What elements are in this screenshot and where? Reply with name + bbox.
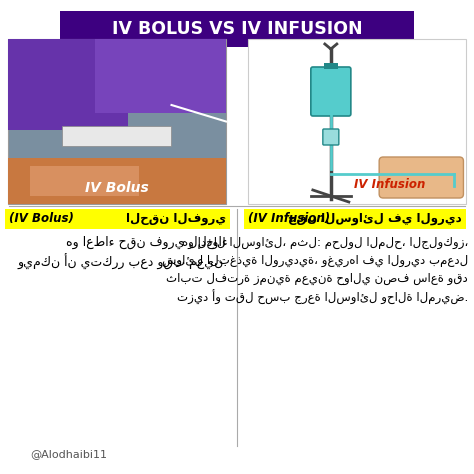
FancyBboxPatch shape bbox=[8, 39, 226, 204]
Text: هو اعطاء حقن فوري للدواء: هو اعطاء حقن فوري للدواء bbox=[66, 236, 228, 249]
Text: @Alodhaibi11: @Alodhaibi11 bbox=[30, 449, 107, 459]
FancyBboxPatch shape bbox=[5, 209, 230, 229]
Text: IV Infusion: IV Infusion bbox=[354, 178, 425, 191]
Text: IV BOLUS VS IV INFUSION: IV BOLUS VS IV INFUSION bbox=[112, 20, 362, 38]
Text: IV Bolus: IV Bolus bbox=[85, 181, 149, 194]
FancyBboxPatch shape bbox=[244, 209, 466, 229]
FancyBboxPatch shape bbox=[95, 39, 226, 113]
Text: الحقن الفوري: الحقن الفوري bbox=[126, 211, 226, 225]
FancyBboxPatch shape bbox=[323, 129, 339, 145]
Text: ويمكن أن يتكرر بعد وقت معين.: ويمكن أن يتكرر بعد وقت معين. bbox=[18, 254, 228, 270]
Text: تزيد أو تقل حسب جرعة السوائل وحالة المريض.: تزيد أو تقل حسب جرعة السوائل وحالة المري… bbox=[177, 290, 468, 305]
FancyBboxPatch shape bbox=[60, 11, 414, 47]
FancyBboxPatch shape bbox=[30, 166, 139, 196]
Text: حقن السوائل في الوريد: حقن السوائل في الوريد bbox=[288, 211, 462, 225]
Text: هو إدخال السوائل، مثل: محلول الملح، الجلوكوز،: هو إدخال السوائل، مثل: محلول الملح، الجل… bbox=[182, 236, 468, 249]
FancyBboxPatch shape bbox=[63, 127, 172, 146]
FancyBboxPatch shape bbox=[311, 67, 351, 116]
FancyBboxPatch shape bbox=[379, 157, 464, 198]
FancyBboxPatch shape bbox=[8, 39, 128, 130]
Text: (IV Bolus): (IV Bolus) bbox=[9, 211, 74, 225]
FancyBboxPatch shape bbox=[8, 158, 226, 204]
Text: سوائل التغذية الوريدية، وغيرها في الوريد بمعدل: سوائل التغذية الوريدية، وغيرها في الوريد… bbox=[162, 254, 468, 267]
Text: (IV Infusion): (IV Infusion) bbox=[248, 211, 330, 225]
Text: ثابت لفترة زمنية معينة حوالي نصف ساعة وقد: ثابت لفترة زمنية معينة حوالي نصف ساعة وق… bbox=[166, 272, 468, 285]
FancyBboxPatch shape bbox=[248, 39, 466, 204]
FancyBboxPatch shape bbox=[324, 63, 338, 69]
